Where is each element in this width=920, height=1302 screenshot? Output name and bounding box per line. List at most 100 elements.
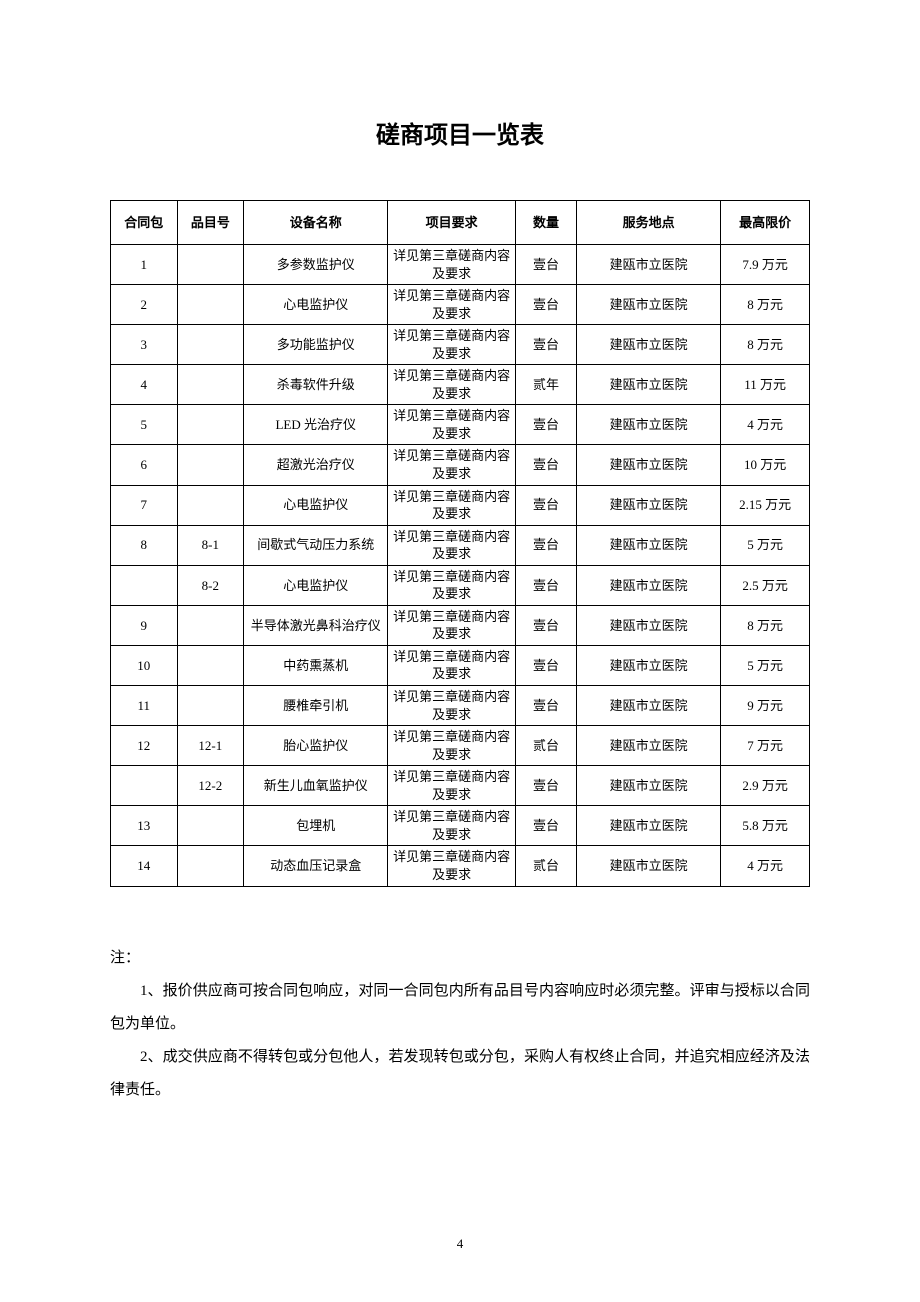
cell-location: 建瓯市立医院 — [576, 445, 720, 485]
cell-contract: 14 — [111, 846, 178, 886]
cell-price: 4 万元 — [721, 405, 810, 445]
cell-name: 胎心监护仪 — [244, 726, 388, 766]
cell-contract: 10 — [111, 645, 178, 685]
cell-price: 2.15 万元 — [721, 485, 810, 525]
cell-quantity: 壹台 — [515, 686, 576, 726]
table-header: 合同包 品目号 设备名称 项目要求 数量 服务地点 最高限价 — [111, 201, 810, 245]
cell-price: 4 万元 — [721, 846, 810, 886]
cell-price: 11 万元 — [721, 365, 810, 405]
cell-location: 建瓯市立医院 — [576, 325, 720, 365]
header-price: 最高限价 — [721, 201, 810, 245]
cell-location: 建瓯市立医院 — [576, 485, 720, 525]
cell-quantity: 壹台 — [515, 485, 576, 525]
cell-name: 杀毒软件升级 — [244, 365, 388, 405]
cell-price: 9 万元 — [721, 686, 810, 726]
cell-price: 5 万元 — [721, 645, 810, 685]
cell-requirement: 详见第三章磋商内容及要求 — [388, 405, 516, 445]
cell-requirement: 详见第三章磋商内容及要求 — [388, 245, 516, 285]
cell-quantity: 壹台 — [515, 525, 576, 565]
cell-item — [177, 686, 244, 726]
cell-item — [177, 445, 244, 485]
table-body: 1多参数监护仪详见第三章磋商内容及要求壹台建瓯市立医院7.9 万元2心电监护仪详… — [111, 245, 810, 887]
table-row: 6超激光治疗仪详见第三章磋商内容及要求壹台建瓯市立医院10 万元 — [111, 445, 810, 485]
notes-section: 注： 1、报价供应商可按合同包响应，对同一合同包内所有品目号内容响应时必须完整。… — [110, 942, 810, 1107]
header-name: 设备名称 — [244, 201, 388, 245]
cell-contract — [111, 766, 178, 806]
cell-location: 建瓯市立医院 — [576, 405, 720, 445]
cell-contract: 8 — [111, 525, 178, 565]
cell-price: 8 万元 — [721, 325, 810, 365]
cell-item: 12-1 — [177, 726, 244, 766]
cell-contract: 9 — [111, 605, 178, 645]
cell-location: 建瓯市立医院 — [576, 846, 720, 886]
cell-contract: 7 — [111, 485, 178, 525]
cell-name: 腰椎牵引机 — [244, 686, 388, 726]
cell-location: 建瓯市立医院 — [576, 565, 720, 605]
cell-requirement: 详见第三章磋商内容及要求 — [388, 806, 516, 846]
cell-price: 7.9 万元 — [721, 245, 810, 285]
cell-requirement: 详见第三章磋商内容及要求 — [388, 565, 516, 605]
cell-item: 12-2 — [177, 766, 244, 806]
cell-quantity: 贰台 — [515, 846, 576, 886]
table-row: 2心电监护仪详见第三章磋商内容及要求壹台建瓯市立医院8 万元 — [111, 285, 810, 325]
cell-quantity: 壹台 — [515, 285, 576, 325]
cell-requirement: 详见第三章磋商内容及要求 — [388, 645, 516, 685]
table-row: 88-1间歇式气动压力系统详见第三章磋商内容及要求壹台建瓯市立医院5 万元 — [111, 525, 810, 565]
header-contract: 合同包 — [111, 201, 178, 245]
header-quantity: 数量 — [515, 201, 576, 245]
cell-requirement: 详见第三章磋商内容及要求 — [388, 365, 516, 405]
cell-name: 心电监护仪 — [244, 285, 388, 325]
cell-location: 建瓯市立医院 — [576, 245, 720, 285]
cell-requirement: 详见第三章磋商内容及要求 — [388, 285, 516, 325]
notes-label: 注： — [110, 942, 810, 975]
cell-item — [177, 325, 244, 365]
cell-name: 半导体激光鼻科治疗仪 — [244, 605, 388, 645]
note-2: 2、成交供应商不得转包或分包他人，若发现转包或分包，采购人有权终止合同，并追究相… — [110, 1041, 810, 1107]
cell-price: 7 万元 — [721, 726, 810, 766]
cell-quantity: 壹台 — [515, 806, 576, 846]
cell-location: 建瓯市立医院 — [576, 365, 720, 405]
cell-name: 间歇式气动压力系统 — [244, 525, 388, 565]
cell-requirement: 详见第三章磋商内容及要求 — [388, 686, 516, 726]
table-row: 4 杀毒软件升级详见第三章磋商内容及要求贰年建瓯市立医院11 万元 — [111, 365, 810, 405]
header-requirement: 项目要求 — [388, 201, 516, 245]
page-number: 4 — [0, 1236, 920, 1252]
cell-price: 5.8 万元 — [721, 806, 810, 846]
cell-location: 建瓯市立医院 — [576, 525, 720, 565]
cell-item: 8-2 — [177, 565, 244, 605]
cell-name: 心电监护仪 — [244, 565, 388, 605]
cell-location: 建瓯市立医院 — [576, 726, 720, 766]
cell-requirement: 详见第三章磋商内容及要求 — [388, 766, 516, 806]
table-row: 13包埋机详见第三章磋商内容及要求壹台建瓯市立医院5.8 万元 — [111, 806, 810, 846]
cell-item — [177, 405, 244, 445]
cell-price: 2.5 万元 — [721, 565, 810, 605]
project-table: 合同包 品目号 设备名称 项目要求 数量 服务地点 最高限价 1多参数监护仪详见… — [110, 200, 810, 887]
cell-quantity: 壹台 — [515, 325, 576, 365]
cell-quantity: 壹台 — [515, 445, 576, 485]
cell-name: 多功能监护仪 — [244, 325, 388, 365]
cell-quantity: 壹台 — [515, 605, 576, 645]
cell-requirement: 详见第三章磋商内容及要求 — [388, 525, 516, 565]
cell-location: 建瓯市立医院 — [576, 766, 720, 806]
cell-name: 中药熏蒸机 — [244, 645, 388, 685]
cell-item: 8-1 — [177, 525, 244, 565]
cell-quantity: 贰年 — [515, 365, 576, 405]
cell-requirement: 详见第三章磋商内容及要求 — [388, 445, 516, 485]
cell-requirement: 详见第三章磋商内容及要求 — [388, 726, 516, 766]
table-row: 7心电监护仪详见第三章磋商内容及要求壹台建瓯市立医院2.15 万元 — [111, 485, 810, 525]
cell-location: 建瓯市立医院 — [576, 686, 720, 726]
table-row: 9半导体激光鼻科治疗仪详见第三章磋商内容及要求壹台建瓯市立医院8 万元 — [111, 605, 810, 645]
cell-contract: 13 — [111, 806, 178, 846]
table-row: 3多功能监护仪详见第三章磋商内容及要求壹台建瓯市立医院8 万元 — [111, 325, 810, 365]
cell-name: 心电监护仪 — [244, 485, 388, 525]
cell-contract: 11 — [111, 686, 178, 726]
cell-price: 5 万元 — [721, 525, 810, 565]
cell-price: 10 万元 — [721, 445, 810, 485]
cell-location: 建瓯市立医院 — [576, 605, 720, 645]
cell-item — [177, 846, 244, 886]
cell-item — [177, 245, 244, 285]
cell-contract: 4 — [111, 365, 178, 405]
cell-item — [177, 605, 244, 645]
table-row: 10中药熏蒸机详见第三章磋商内容及要求壹台建瓯市立医院5 万元 — [111, 645, 810, 685]
header-item: 品目号 — [177, 201, 244, 245]
